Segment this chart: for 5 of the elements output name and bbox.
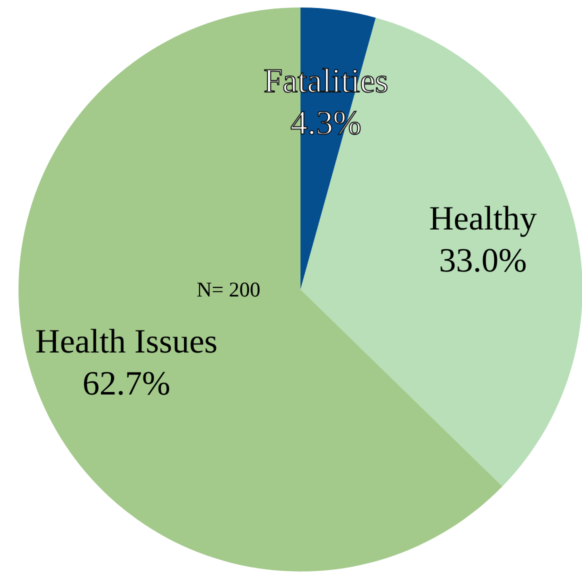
data-label: 33.0%	[438, 242, 527, 280]
data-label: 62.7%	[82, 365, 170, 402]
slice-label: Healthy	[429, 200, 537, 238]
text: N= 200	[196, 278, 260, 302]
slice-label: Health Issues	[35, 323, 218, 360]
